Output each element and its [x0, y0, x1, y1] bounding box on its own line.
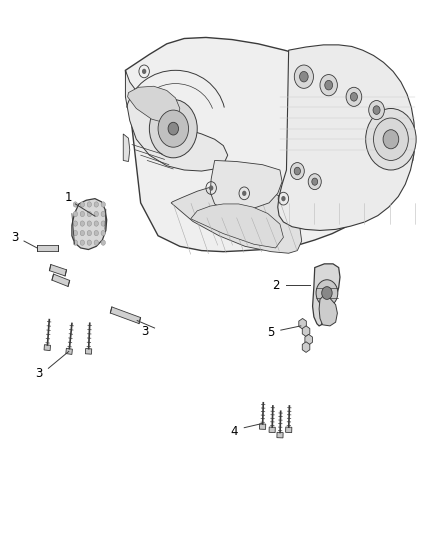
Circle shape: [242, 191, 247, 196]
Circle shape: [325, 80, 332, 90]
Text: 3: 3: [35, 367, 42, 380]
Circle shape: [87, 212, 92, 216]
Polygon shape: [123, 134, 130, 161]
Circle shape: [87, 240, 92, 245]
Polygon shape: [52, 274, 70, 287]
Polygon shape: [44, 345, 50, 351]
Polygon shape: [110, 307, 141, 324]
Circle shape: [80, 221, 85, 226]
Polygon shape: [49, 264, 67, 276]
Circle shape: [87, 221, 92, 226]
Polygon shape: [302, 326, 310, 336]
Circle shape: [316, 280, 338, 306]
Circle shape: [373, 106, 380, 115]
Polygon shape: [66, 348, 72, 354]
Polygon shape: [278, 45, 415, 230]
Circle shape: [101, 230, 106, 236]
Text: 3: 3: [11, 231, 18, 244]
Text: 5: 5: [267, 326, 274, 340]
Circle shape: [94, 240, 99, 245]
Polygon shape: [171, 184, 302, 253]
Polygon shape: [210, 160, 282, 211]
Circle shape: [80, 230, 85, 236]
Circle shape: [94, 230, 99, 236]
Polygon shape: [85, 349, 92, 354]
Circle shape: [73, 202, 78, 207]
Circle shape: [209, 185, 213, 191]
Circle shape: [158, 110, 188, 147]
Polygon shape: [305, 334, 312, 345]
Circle shape: [94, 221, 99, 226]
Circle shape: [101, 221, 106, 226]
Circle shape: [73, 212, 78, 216]
Circle shape: [142, 69, 146, 74]
Polygon shape: [127, 86, 180, 123]
Polygon shape: [37, 245, 58, 251]
Polygon shape: [269, 427, 276, 433]
Circle shape: [374, 118, 408, 160]
Circle shape: [87, 230, 92, 236]
Circle shape: [294, 65, 314, 88]
Circle shape: [322, 287, 332, 300]
Polygon shape: [277, 432, 283, 438]
Circle shape: [346, 87, 362, 107]
Circle shape: [350, 93, 357, 101]
Polygon shape: [125, 37, 415, 252]
Circle shape: [369, 101, 385, 119]
Circle shape: [73, 230, 78, 236]
Text: 4: 4: [230, 425, 238, 439]
Text: 3: 3: [141, 325, 148, 338]
Polygon shape: [191, 204, 283, 248]
Polygon shape: [72, 199, 107, 249]
Circle shape: [73, 240, 78, 245]
Circle shape: [80, 240, 85, 245]
Circle shape: [94, 212, 99, 216]
Circle shape: [281, 196, 286, 201]
Polygon shape: [125, 70, 228, 171]
Circle shape: [101, 212, 106, 216]
Polygon shape: [259, 424, 266, 430]
Circle shape: [101, 202, 106, 207]
Text: 2: 2: [272, 279, 279, 292]
Circle shape: [383, 130, 399, 149]
Polygon shape: [313, 264, 340, 326]
Polygon shape: [299, 318, 306, 329]
Circle shape: [308, 174, 321, 190]
Circle shape: [366, 109, 416, 170]
Circle shape: [312, 178, 318, 185]
Circle shape: [80, 202, 85, 207]
Polygon shape: [286, 427, 292, 433]
Circle shape: [101, 240, 106, 245]
Circle shape: [300, 71, 308, 82]
Circle shape: [94, 202, 99, 207]
Circle shape: [294, 167, 300, 175]
Circle shape: [168, 122, 179, 135]
Polygon shape: [319, 296, 337, 326]
Polygon shape: [302, 342, 310, 352]
Circle shape: [290, 163, 304, 180]
Circle shape: [320, 75, 337, 96]
Circle shape: [80, 212, 85, 216]
Circle shape: [149, 100, 197, 158]
Circle shape: [73, 221, 78, 226]
Text: 1: 1: [65, 191, 73, 204]
Circle shape: [87, 202, 92, 207]
